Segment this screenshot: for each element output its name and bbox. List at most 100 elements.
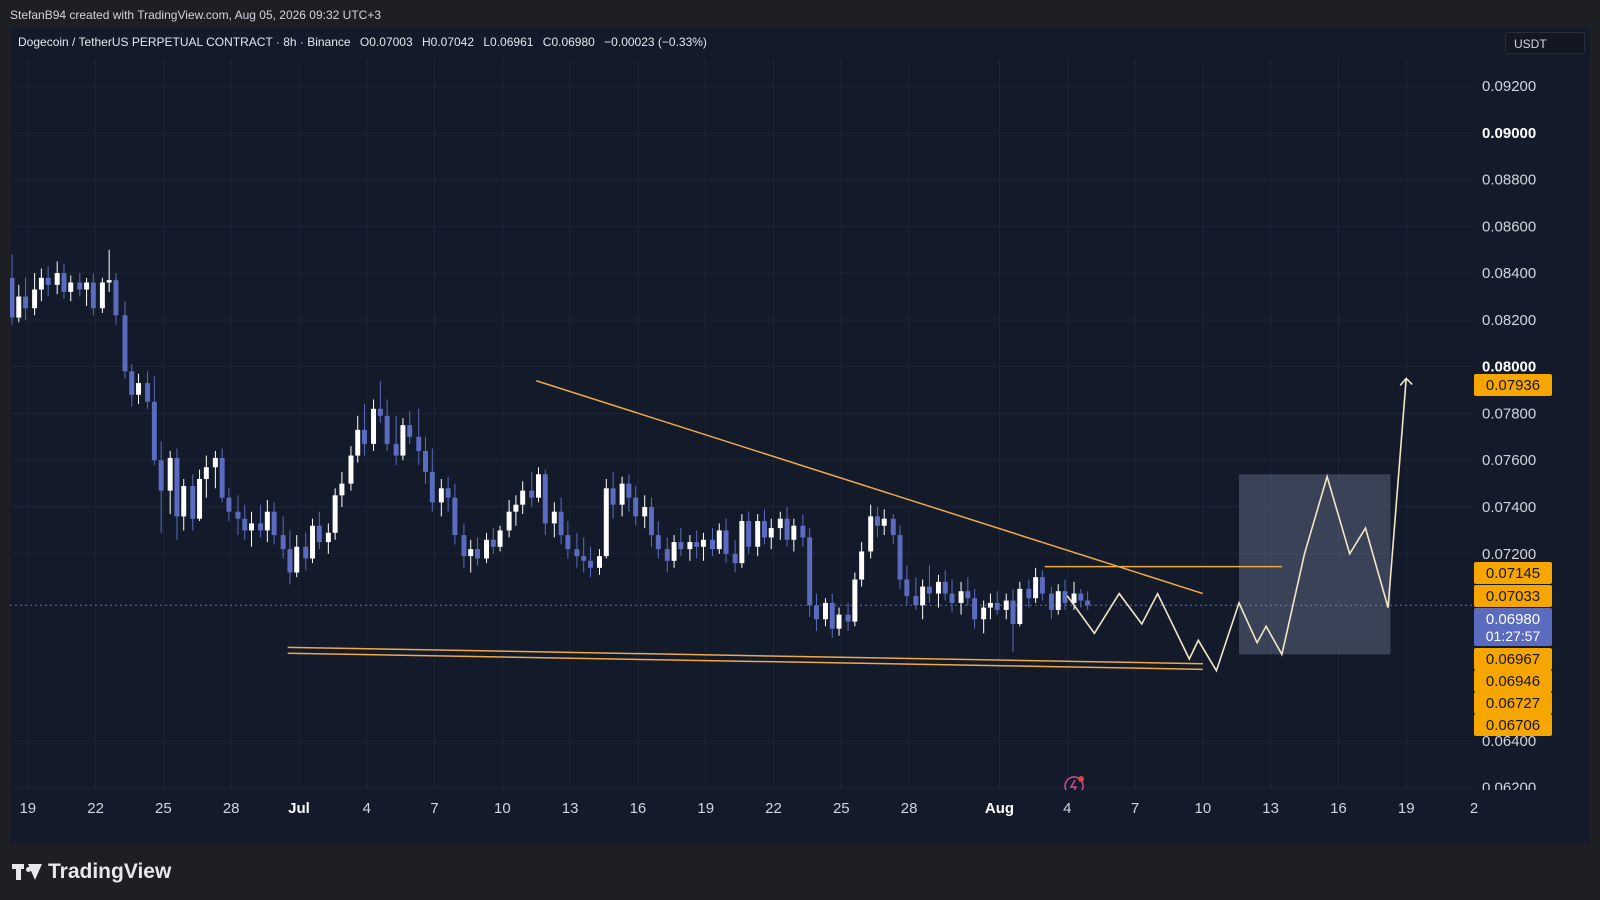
price-badge-label: 0.07936: [1486, 377, 1540, 394]
author-credit: StefanB94 created with TradingView.com, …: [10, 8, 382, 22]
current-price-badge: [1474, 608, 1552, 646]
candle-body: [994, 602, 1000, 610]
candle-body: [987, 602, 993, 608]
low-value: L0.06961: [483, 35, 534, 49]
tradingview-logo-icon: [12, 864, 42, 880]
candle-body: [700, 539, 706, 547]
candle-body: [626, 483, 632, 498]
price-tick-label: 0.07200: [1482, 546, 1536, 563]
candle-body: [54, 273, 60, 285]
change-value: −0.00023 (−0.33%): [604, 35, 707, 49]
candle-body: [258, 523, 264, 531]
candle-body: [513, 504, 519, 512]
time-tick-label: 13: [562, 800, 579, 817]
price-tick-label: 0.07800: [1482, 405, 1536, 422]
price-tick-label: 0.08200: [1482, 312, 1536, 329]
target-zone-box: [1238, 474, 1391, 655]
candle-body: [890, 518, 896, 536]
candle-body: [32, 289, 38, 309]
candle-body: [603, 488, 609, 557]
candle-body: [581, 556, 587, 561]
candle-body: [642, 507, 648, 517]
candle-body: [874, 516, 880, 526]
time-tick-label: 19: [697, 800, 714, 817]
candle-body: [497, 530, 503, 547]
candle-body: [904, 579, 910, 596]
chart-pane[interactable]: 0.09200 0.09000 0.08800 0.08600 0.08400 0.082…: [10, 28, 1590, 843]
candle-body: [565, 535, 571, 550]
candle-body: [400, 425, 406, 456]
candle-body: [920, 586, 926, 606]
candle-body: [1048, 593, 1054, 610]
candle-body: [197, 478, 203, 519]
candle-body: [536, 474, 541, 498]
time-tick-label: Aug: [985, 800, 1014, 817]
candle-body: [145, 383, 151, 402]
candle-body: [438, 488, 444, 503]
grid-lines: [10, 58, 1475, 790]
candle-body: [484, 539, 490, 559]
candle-body: [829, 602, 835, 629]
time-tick-label: 22: [765, 800, 782, 817]
open-value: O0.07003: [359, 35, 413, 49]
candle-body: [264, 511, 270, 531]
symbol-legend: Dogecoin / TetherUS PERPETUAL CONTRACT ·…: [18, 35, 713, 49]
candle-body: [235, 511, 241, 519]
candle-body: [10, 277, 15, 318]
candle-body: [694, 542, 700, 547]
candle-body: [393, 443, 399, 456]
candle-body: [445, 488, 451, 498]
candle-body: [1085, 600, 1091, 606]
candle-body: [287, 549, 293, 573]
candle-body: [506, 511, 512, 531]
candle-body: [136, 383, 142, 395]
candle-body: [755, 521, 761, 547]
candle-body: [219, 457, 225, 498]
candlestick-chart[interactable]: 0.09200 0.09000 0.08800 0.08600 0.08400 0.082…: [10, 28, 1590, 843]
candle-body: [113, 280, 119, 316]
candle-body: [807, 537, 813, 606]
candle-body: [23, 296, 29, 309]
projection-path: [1066, 378, 1407, 673]
candle-body: [761, 521, 767, 538]
candle-body: [84, 282, 90, 290]
candle-body: [610, 488, 616, 505]
time-tick-label: 10: [494, 800, 511, 817]
time-tick-label: 4: [363, 800, 371, 817]
candle-body: [942, 581, 948, 594]
candle-body: [597, 556, 602, 568]
candle-body: [520, 490, 526, 505]
trendline: [536, 380, 1204, 595]
candle-body: [212, 457, 218, 468]
price-badge-label: 0.07145: [1486, 565, 1540, 582]
price-tick-label: 0.06400: [1482, 733, 1536, 750]
candle-body: [249, 523, 255, 531]
candle-body: [716, 530, 722, 550]
currency-button[interactable]: USDT: [1505, 32, 1585, 54]
candle-body: [303, 546, 309, 559]
price-badge: [1474, 374, 1552, 396]
candle-body: [678, 542, 684, 550]
candle-body: [325, 532, 331, 543]
time-tick-label: Jul: [288, 800, 310, 817]
candle-body: [1010, 600, 1016, 624]
price-tick-label: 0.08400: [1482, 265, 1536, 282]
time-tick-label: 13: [1262, 800, 1279, 817]
candle-body: [868, 516, 874, 552]
candle-body: [551, 511, 557, 524]
candle-body: [1039, 577, 1045, 594]
candle-body: [965, 591, 971, 599]
candle-body: [845, 614, 851, 622]
candle-body: [791, 525, 797, 540]
time-axis-background: [10, 790, 1590, 843]
time-tick-label: 25: [155, 800, 172, 817]
candle-body: [897, 535, 903, 580]
price-badge: [1474, 692, 1552, 714]
candle-body: [429, 471, 435, 503]
candle-body: [949, 593, 955, 603]
time-tick-label: 7: [1131, 800, 1139, 817]
candle-body: [1078, 593, 1084, 601]
price-tick-label: 0.08800: [1482, 172, 1536, 189]
candle-body: [768, 528, 774, 538]
candle-body: [1033, 577, 1039, 599]
